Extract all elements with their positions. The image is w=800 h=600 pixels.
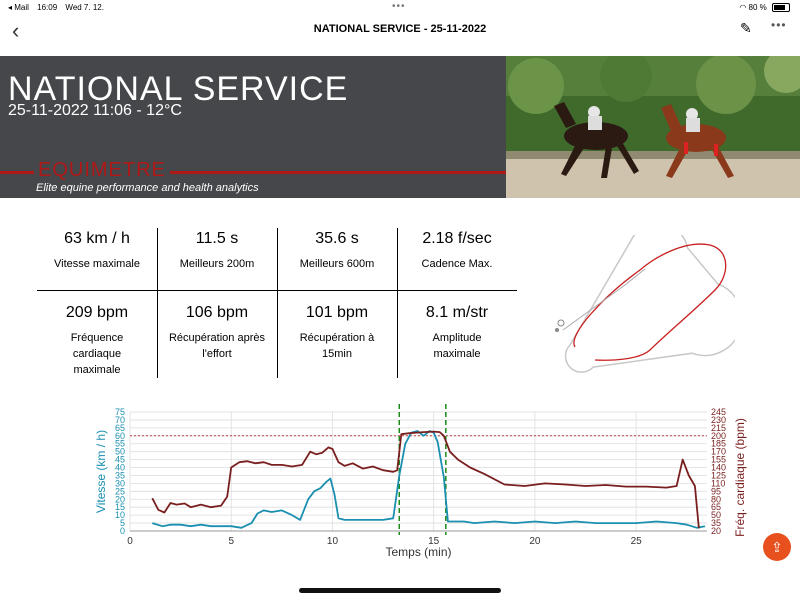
stat-recovery-15min: 101 bpm Récupération à 15min	[277, 304, 397, 362]
session-title: NATIONAL SERVICE	[8, 70, 349, 108]
battery-icon	[772, 3, 790, 13]
stat-value: 63 km / h	[64, 230, 130, 247]
x-tick-label: 0	[127, 536, 133, 547]
y-right-tick-label: 110	[711, 478, 725, 488]
y-left-tick-label: 70	[115, 415, 125, 425]
y-left-axis-label: Vitesse (km / h)	[94, 430, 108, 513]
y-left-tick-label: 25	[115, 486, 125, 496]
stat-best-600m: 35.6 s Meilleurs 600m	[277, 230, 397, 272]
wifi-icon: ◠	[739, 3, 747, 12]
stat-value: 8.1 m/str	[425, 304, 489, 321]
stat-label: Vitesse maximale	[54, 258, 140, 270]
grid-divider	[37, 290, 517, 291]
stat-label: Fréquence cardiaque maximale	[70, 332, 124, 376]
y-left-tick-label: 40	[115, 463, 125, 473]
y-right-tick-label: 95	[711, 486, 721, 496]
stat-label: Récupération après l'effort	[168, 332, 265, 360]
y-left-tick-label: 35	[115, 470, 125, 480]
track-map	[555, 235, 735, 373]
battery-percent: 80 %	[748, 3, 767, 12]
edit-pencil-icon[interactable]: ✎	[740, 20, 752, 36]
y-left-tick-label: 55	[115, 439, 125, 449]
page-title: NATIONAL SERVICE - 25-11-2022	[313, 23, 487, 35]
stat-value: 2.18 f/sec	[422, 230, 492, 247]
y-right-tick-label: 50	[711, 510, 721, 520]
x-tick-label: 20	[529, 536, 541, 547]
stat-max-heart-rate: 209 bpm Fréquence cardiaque maximale	[37, 304, 157, 378]
y-right-tick-label: 215	[711, 423, 726, 433]
x-tick-label: 15	[428, 536, 440, 547]
y-left-tick-label: 0	[120, 526, 125, 536]
back-to-mail-link[interactable]: ◂ Mail	[8, 3, 29, 12]
y-left-tick-label: 10	[115, 510, 125, 520]
status-date: Wed 7. 12.	[65, 3, 104, 12]
stat-value: 101 bpm	[305, 304, 369, 321]
multitasking-dots-icon[interactable]: •••	[392, 1, 406, 12]
session-banner: NATIONAL SERVICE 25-11-2022 11:06 - 12°C…	[0, 56, 800, 198]
y-left-tick-label: 65	[115, 423, 125, 433]
y-right-tick-label: 80	[711, 494, 721, 504]
stat-label: Meilleurs 200m	[179, 258, 255, 270]
y-left-tick-label: 75	[115, 407, 125, 417]
stat-value: 11.5 s	[195, 230, 239, 247]
stat-label: Meilleurs 600m	[299, 258, 375, 270]
stat-best-200m: 11.5 s Meilleurs 200m	[157, 230, 277, 272]
grid-divider	[397, 228, 398, 378]
session-datetime: 25-11-2022 11:06 - 12°C	[8, 102, 182, 119]
y-right-tick-label: 65	[711, 502, 721, 512]
stat-value: 209 bpm	[65, 304, 129, 321]
y-right-tick-label: 200	[711, 431, 726, 441]
x-tick-label: 10	[327, 536, 339, 547]
y-left-tick-label: 30	[115, 478, 125, 488]
x-tick-label: 25	[631, 536, 643, 547]
home-indicator[interactable]	[299, 588, 501, 593]
horses-photo	[506, 56, 800, 198]
navigation-bar: ‹ NATIONAL SERVICE - 25-11-2022 ✎ •••	[0, 14, 800, 56]
more-options-icon[interactable]: •••	[771, 18, 787, 32]
back-chevron-icon[interactable]: ‹	[12, 18, 20, 43]
accent-line	[0, 171, 506, 174]
y-right-tick-label: 20	[711, 526, 721, 536]
speed-heart-rate-chart: 0510152025303540455055606570752035506580…	[94, 404, 747, 559]
y-right-tick-label: 245	[711, 407, 726, 417]
grid-divider	[157, 228, 158, 378]
stat-value: 35.6 s	[315, 230, 359, 247]
y-right-axis-label: Fréq. cardiaque (bpm)	[733, 418, 747, 537]
y-right-tick-label: 170	[711, 447, 726, 457]
y-left-tick-label: 5	[120, 518, 125, 528]
stat-max-cadence: 2.18 f/sec Cadence Max.	[397, 230, 517, 272]
stat-max-stride: 8.1 m/str Amplitude maximale	[397, 304, 517, 362]
stat-recovery-after-effort: 106 bpm Récupération après l'effort	[157, 304, 277, 362]
y-right-tick-label: 125	[711, 470, 726, 480]
speed-series-line	[152, 430, 706, 529]
y-right-tick-label: 185	[711, 439, 726, 449]
status-time: 16:09	[37, 3, 58, 12]
share-button[interactable]: ⇪	[763, 533, 791, 561]
stat-label: Récupération à 15min	[299, 332, 375, 360]
y-right-tick-label: 140	[711, 463, 726, 473]
y-left-tick-label: 15	[115, 502, 125, 512]
y-left-tick-label: 50	[115, 447, 125, 457]
stat-label: Amplitude maximale	[432, 332, 482, 360]
grid-divider	[277, 228, 278, 378]
brand-tagline: Elite equine performance and health anal…	[36, 182, 259, 194]
stat-label: Cadence Max.	[421, 258, 493, 270]
y-right-tick-label: 35	[711, 518, 721, 528]
y-right-tick-label: 155	[711, 455, 726, 465]
stats-grid: 63 km / h Vitesse maximale 11.5 s Meille…	[37, 218, 517, 380]
x-tick-label: 5	[228, 536, 234, 547]
y-left-tick-label: 45	[115, 455, 125, 465]
status-bar: ◂ Mail 16:09 Wed 7. 12. ••• ◠ 80 %	[0, 0, 800, 14]
heart-rate-series-line	[151, 430, 700, 529]
y-left-tick-label: 60	[115, 431, 125, 441]
y-right-tick-label: 230	[711, 415, 726, 425]
stat-value: 106 bpm	[185, 304, 249, 321]
stat-max-speed: 63 km / h Vitesse maximale	[37, 230, 157, 272]
x-axis-label: Temps (min)	[385, 545, 451, 559]
y-left-tick-label: 20	[115, 494, 125, 504]
equimetre-logo: EQUIMETRE	[34, 159, 170, 182]
